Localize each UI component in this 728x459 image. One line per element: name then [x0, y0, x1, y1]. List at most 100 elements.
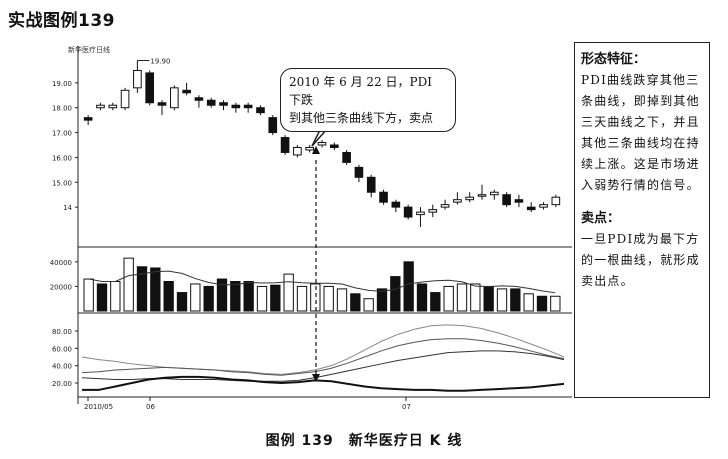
candle-body [502, 194, 511, 206]
candle-body [157, 102, 167, 106]
indicator-line [82, 375, 565, 392]
volume-bar [376, 288, 388, 312]
candle-body [120, 89, 130, 109]
candle-body [317, 142, 327, 146]
volume-bar [363, 298, 374, 312]
sell-point-title: 卖点： [581, 211, 621, 226]
indicator-tick-label: 60.00 [52, 345, 72, 353]
callout-line-1: 2010 年 6 月 22 日，PDI 下跌 [289, 75, 432, 107]
price-tick-label: 16.00 [52, 154, 72, 162]
candle-body [465, 196, 475, 201]
explanation-box: 形态特征： PDI曲线跌穿其他三条曲线，即掉到其他三天曲线之下，并且其他三条曲线… [574, 42, 710, 398]
callout-box: 2010 年 6 月 22 日，PDI 下跌 到其他三条曲线下方，卖点 [280, 68, 456, 132]
volume-bar [323, 285, 334, 312]
price-tick-label: 15.00 [52, 179, 72, 187]
page-heading: 实战图例139 [8, 11, 115, 31]
volume-bar [310, 283, 321, 312]
price-tick-label: 17.00 [52, 130, 72, 138]
volume-bar [110, 281, 121, 312]
volume-bar [536, 295, 548, 312]
candle-body [379, 191, 388, 203]
volume-bar [283, 273, 294, 312]
candle-body [194, 97, 204, 101]
volume-bar [123, 257, 134, 312]
candle-body [206, 99, 216, 106]
volume-bar [550, 295, 561, 312]
price-tick-label: 14 [63, 204, 72, 212]
volume-bar [243, 281, 254, 312]
arrow-head-down [312, 374, 320, 382]
candle-body [428, 209, 438, 213]
x-tick-label: 06 [146, 403, 155, 411]
candle-body [231, 104, 241, 109]
volume-bar [510, 288, 521, 312]
volume-bar [443, 285, 454, 312]
price-panel-title: 新华医疗日线 [68, 45, 110, 54]
candle-body [96, 104, 105, 109]
candle-body [243, 104, 253, 109]
candle-body [268, 117, 278, 134]
candle-body [342, 151, 351, 163]
candle-body [354, 166, 364, 178]
price-tick-label: 19.00 [52, 80, 72, 88]
feature-text: PDI曲线跌穿其他三条曲线，即掉到其他三天曲线之下，并且其他三条曲线均在持续上涨… [581, 73, 700, 192]
candle-body [403, 206, 413, 218]
volume-bar [483, 285, 494, 312]
callout-line-2: 到其他三条曲线下方，卖点 [289, 111, 434, 125]
candle-body [108, 104, 118, 109]
volume-bar [390, 276, 401, 312]
volume-bar [336, 288, 348, 312]
indicator-line [81, 324, 565, 375]
volume-bar [203, 285, 214, 312]
sell-point-text: 一旦PDI成为最下方的一根曲线，就形成卖出点。 [581, 232, 700, 288]
volume-panel: 20000 40000 [50, 257, 561, 312]
volume-bar [230, 281, 241, 312]
volume-bar [83, 278, 94, 312]
volume-bar [416, 283, 428, 312]
candle-body [514, 199, 524, 203]
volume-bar [350, 293, 361, 312]
candle-body [305, 146, 315, 151]
volume-bar [150, 267, 161, 312]
volume-bar [136, 266, 148, 312]
candle-body [133, 69, 142, 89]
candle-body [539, 204, 548, 208]
candle-body [440, 204, 450, 208]
volume-tick-label: 40000 [50, 259, 72, 267]
candle-body [366, 176, 376, 193]
indicator-tick-label: 20.00 [52, 380, 72, 388]
indicator-panel: 20.00 40.00 60.00 80.00 2010/05 06 07 [52, 324, 565, 411]
figure-caption: 图例 139 新华医疗日 K 线 [265, 433, 463, 449]
candle-body [219, 102, 228, 106]
volume-bar [456, 283, 468, 312]
candle-body [551, 196, 561, 206]
candle-body [489, 191, 499, 196]
volume-bar [403, 261, 414, 312]
volume-bar [176, 292, 188, 312]
volume-bar [270, 284, 281, 312]
volume-bar [190, 283, 201, 312]
volume-bar [296, 285, 308, 312]
candle-body [169, 87, 179, 109]
volume-average-line [88, 270, 556, 294]
candle-body [293, 146, 302, 156]
price-panel: 新华医疗日线 14 15.00 16.00 17.00 18.00 19.00 19.90 [52, 45, 561, 228]
volume-bar [216, 278, 228, 312]
candle-body [416, 211, 425, 216]
high-label: 19.90 [150, 57, 170, 65]
candle-body [83, 117, 93, 121]
volume-tick-label: 20000 [50, 283, 72, 291]
sell-point-arrow [311, 109, 343, 382]
x-tick-label: 07 [402, 403, 411, 411]
volume-bar [470, 283, 481, 312]
volume-bar [256, 285, 268, 312]
volume-bar [163, 281, 174, 312]
volume-bar [523, 293, 534, 312]
candle-body [477, 194, 487, 197]
x-tick-label: 2010/05 [84, 403, 113, 411]
candle-body [256, 107, 265, 114]
volume-bar [496, 288, 508, 312]
price-tick-label: 18.00 [52, 105, 72, 113]
volume-bar [96, 283, 108, 312]
